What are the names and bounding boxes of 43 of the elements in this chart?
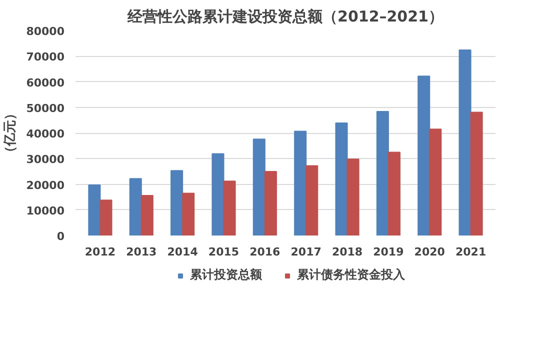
y-tick-label: 70000 [26, 50, 65, 64]
bar [170, 170, 184, 236]
y-tick-label: 0 [56, 230, 65, 243]
x-tick-label: 2020 [414, 246, 446, 258]
bar [346, 158, 360, 236]
bar [429, 128, 442, 236]
y-tick-label: 20000 [26, 178, 65, 192]
bar [88, 184, 101, 236]
chart-title: 经营性公路累计建设投资总额（2012–2021） [126, 8, 444, 26]
bar [376, 110, 389, 236]
bar [264, 170, 277, 236]
bar [223, 180, 236, 236]
bar [458, 49, 472, 236]
bar [140, 195, 154, 236]
legend-label: 累计债务性资金投入 [297, 266, 405, 284]
bar [418, 76, 430, 236]
x-tick-label: 2012 [84, 246, 116, 258]
bar [212, 153, 224, 236]
y-tick-label: 80000 [26, 25, 65, 38]
bar [294, 130, 307, 236]
y-axis-title: （亿元） [3, 107, 18, 159]
y-tick-label: 40000 [26, 128, 65, 140]
bar [182, 192, 195, 236]
bar [100, 200, 112, 236]
x-tick-label: 2019 [373, 246, 404, 258]
y-tick-label: 50000 [26, 102, 65, 115]
bar [388, 152, 400, 236]
legend-label: 累计投资总额 [190, 266, 262, 284]
x-tick-label: 2018 [332, 246, 363, 258]
x-tick-label: 2017 [290, 246, 322, 258]
x-tick-label: 2021 [455, 246, 486, 258]
x-tick-label: 2015 [208, 246, 240, 258]
bar [470, 112, 483, 236]
x-tick-label: 2013 [126, 246, 157, 258]
bar [252, 138, 266, 236]
bar [306, 165, 318, 236]
y-tick-label: 60000 [26, 76, 65, 90]
x-tick-label: 2014 [167, 246, 198, 258]
y-tick-label: 30000 [26, 153, 65, 166]
y-tick-label: 10000 [26, 204, 65, 218]
x-tick-label: 2016 [250, 246, 281, 258]
bar [335, 122, 348, 236]
bar [129, 178, 142, 236]
